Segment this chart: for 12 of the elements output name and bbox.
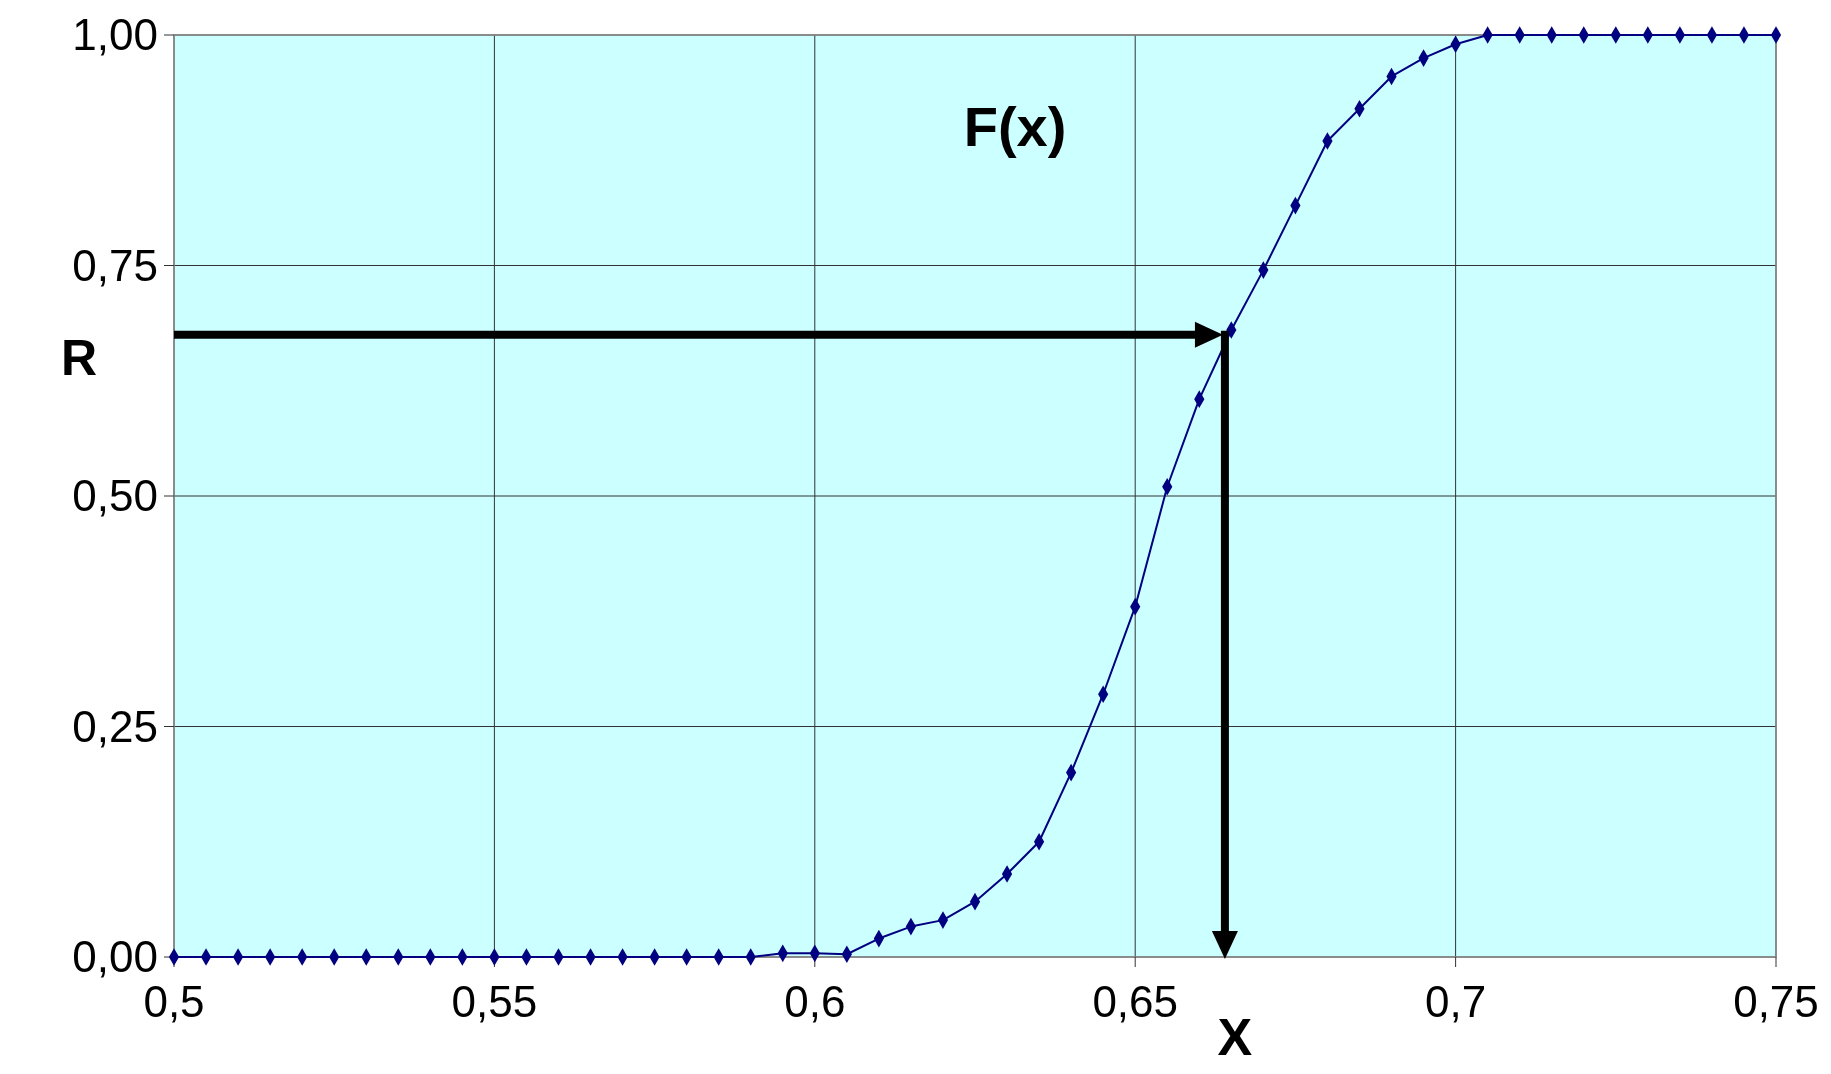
ref-line-label: R	[60, 329, 98, 386]
y-tick-label: 0,50	[72, 471, 158, 521]
x-tick-label: 0,75	[1733, 977, 1819, 1026]
x-tick-label: 0,6	[784, 977, 846, 1026]
annotation: F(x)	[963, 94, 1067, 158]
y-tick-label: 0,25	[72, 701, 158, 751]
x-tick-label: 0,65	[1092, 977, 1179, 1026]
y-tick-label: 1,00	[72, 10, 158, 60]
x-tick-label: 0,55	[451, 977, 538, 1026]
x-tick-label: 0,7	[1425, 977, 1487, 1026]
ref-line-label: X	[1217, 1008, 1253, 1066]
y-tick-label: 0,75	[72, 240, 158, 290]
